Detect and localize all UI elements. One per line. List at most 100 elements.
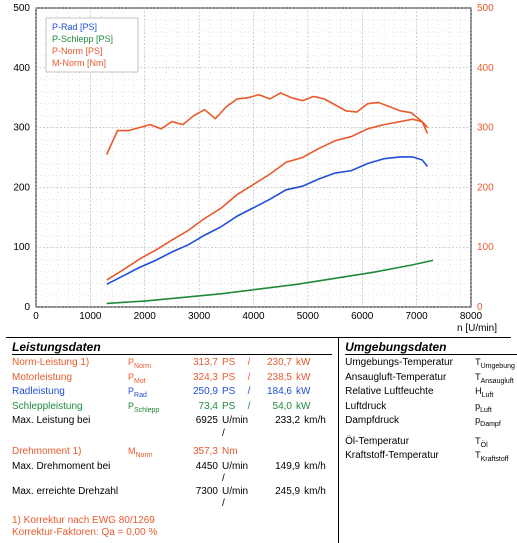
svg-text:P-Rad [PS]: P-Rad [PS] <box>52 22 97 32</box>
row-symbol: pDampf <box>475 415 517 430</box>
svg-text:P-Schlepp [PS]: P-Schlepp [PS] <box>52 34 113 44</box>
row-label: Max. erreichte Drehzahl <box>12 486 124 511</box>
row-label: Max. Drehmoment bei <box>12 461 124 486</box>
row-label: Norm-Leistung 1) <box>12 357 124 372</box>
umgebung-row: Relative LuftfeuchteHLuft46,4% <box>345 386 517 401</box>
row-label: Relative Luftfeuchte <box>345 386 471 401</box>
row-u2: kW <box>296 401 324 416</box>
leistung-row: Norm-Leistung 1)PNorm313,7PS/230,7kW <box>12 357 332 372</box>
row-symbol: MNorm <box>128 446 180 461</box>
leistung-title: Leistungsdaten <box>12 340 332 355</box>
svg-text:500: 500 <box>477 3 494 14</box>
row-v2 <box>258 446 292 461</box>
umgebungsdaten-panel: Umgebungsdaten Umgebungs-Temperatur TUmge… <box>338 338 517 543</box>
row-symbol <box>128 486 180 511</box>
svg-text:n [U/min]: n [U/min] <box>457 323 497 334</box>
row-label: Drehmoment 1) <box>12 446 124 461</box>
leistung-row: Max. Leistung bei 6925U/min / 233,2km/h <box>12 415 332 440</box>
row-label: Radleistung <box>12 386 124 401</box>
row-v2: 184,6 <box>258 386 292 401</box>
svg-text:6000: 6000 <box>351 311 374 322</box>
row-u1: PS <box>222 401 240 416</box>
leistung-row: Radleistung PRad 250,9 PS / 184,6 kW <box>12 386 332 401</box>
row-v2: 149,9 <box>266 461 300 486</box>
umgebung-row: DampfdruckpDampf7,5hPa <box>345 415 517 430</box>
svg-text:100: 100 <box>477 242 494 253</box>
row-v1: 324,3 <box>184 372 218 387</box>
svg-text:300: 300 <box>13 123 30 134</box>
row-u1: Nm <box>222 446 240 461</box>
row-sep <box>252 486 262 511</box>
svg-text:200: 200 <box>13 182 30 193</box>
data-tables: Leistungsdaten Norm-Leistung 1)PNorm313,… <box>6 337 511 543</box>
row-v2: 233,2 <box>266 415 300 440</box>
svg-text:5000: 5000 <box>297 311 320 322</box>
row-symbol: PNorm <box>128 357 180 372</box>
row-u2: kW <box>296 386 324 401</box>
row-v1: 73,4 <box>184 401 218 416</box>
svg-text:1000: 1000 <box>79 311 102 322</box>
row-label: Motorleistung <box>12 372 124 387</box>
row-label: Umgebungs-Temperatur <box>345 357 471 372</box>
row-sep <box>244 446 254 461</box>
svg-text:0: 0 <box>33 311 39 322</box>
row-u1: U/min / <box>222 415 248 440</box>
umgebung-row: Umgebungs-TemperaturTUmgebung13,6°C <box>345 357 517 372</box>
svg-text:P-Norm [PS]: P-Norm [PS] <box>52 46 103 56</box>
leistungsdaten-panel: Leistungsdaten Norm-Leistung 1)PNorm313,… <box>6 338 338 543</box>
row-u2: km/h <box>304 461 332 486</box>
svg-text:500: 500 <box>13 3 30 14</box>
row-u2 <box>296 446 324 461</box>
row-sep: / <box>244 386 254 401</box>
row-u1: PS <box>222 386 240 401</box>
row-label: Luftdruck <box>345 401 471 416</box>
svg-text:3000: 3000 <box>188 311 211 322</box>
row-symbol <box>128 461 180 486</box>
row-label: Schleppleistung <box>12 401 124 416</box>
svg-text:400: 400 <box>477 63 494 74</box>
row-v1: 4450 <box>184 461 218 486</box>
row-u1: PS <box>222 372 240 387</box>
dyno-chart: 0100020003000400050006000700080000010010… <box>0 0 505 335</box>
row-v2: 230,7 <box>258 357 292 372</box>
svg-text:400: 400 <box>13 63 30 74</box>
row-u2: km/h <box>304 486 332 511</box>
footnote-1: 1) Korrektur nach EWG 80/1269 <box>12 515 332 527</box>
row-label: Max. Leistung bei <box>12 415 124 440</box>
row-symbol: TÖl <box>475 436 517 451</box>
row-u1: U/min / <box>222 486 248 511</box>
leistung-row: Max. Drehmoment bei 4450U/min / 149,9km/h <box>12 461 332 486</box>
umgebung-title: Umgebungsdaten <box>345 340 517 355</box>
row-label: Öl-Temperatur <box>345 436 471 451</box>
row-v1: 6925 <box>184 415 218 440</box>
row-symbol: PRad <box>128 386 180 401</box>
row-sep: / <box>244 401 254 416</box>
umgebung-row: Öl-TemperaturTÖl12,0°C <box>345 436 517 451</box>
row-symbol: TAnsaugluft <box>475 372 517 387</box>
svg-text:200: 200 <box>477 182 494 193</box>
umgebung-row: LuftdruckpLuft1005,3hPa <box>345 401 517 416</box>
row-v1: 7300 <box>184 486 218 511</box>
footnote-2: Korrektur-Faktoren: Qa = 0,00 % <box>12 527 332 539</box>
row-symbol: PSchlepp <box>128 401 180 416</box>
umgebung-row: Kraftstoff-TemperaturTKraftstoff---,-°C <box>345 450 517 465</box>
row-sep: / <box>244 357 254 372</box>
row-symbol: pLuft <box>475 401 517 416</box>
row-symbol: TUmgebung <box>475 357 517 372</box>
svg-text:7000: 7000 <box>406 311 429 322</box>
row-sep: / <box>244 372 254 387</box>
row-label: Ansaugluft-Temperatur <box>345 372 471 387</box>
row-u2: km/h <box>304 415 332 440</box>
svg-text:M-Norm [Nm]: M-Norm [Nm] <box>52 58 106 68</box>
row-symbol: TKraftstoff <box>475 450 517 465</box>
svg-text:300: 300 <box>477 123 494 134</box>
leistung-row: Schleppleistung PSchlepp 73,4 PS / 54,0 kW <box>12 401 332 416</box>
row-sep <box>252 415 262 440</box>
umgebung-row: Ansaugluft-TemperaturTAnsaugluft13,3°C <box>345 372 517 387</box>
row-v1: 250,9 <box>184 386 218 401</box>
row-v2: 54,0 <box>258 401 292 416</box>
row-symbol <box>128 415 180 440</box>
row-u1: U/min / <box>222 461 248 486</box>
row-v2: 238,5 <box>258 372 292 387</box>
row-label: Dampfdruck <box>345 415 471 430</box>
